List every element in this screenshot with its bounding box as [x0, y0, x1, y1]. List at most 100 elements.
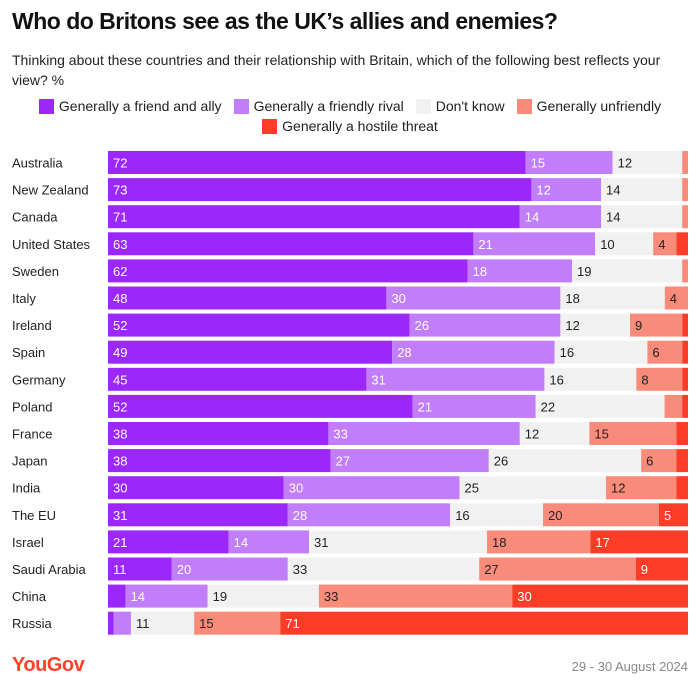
data-label: 18 — [565, 291, 579, 306]
bar-segment — [108, 611, 114, 635]
bar-segment — [682, 340, 688, 364]
bar-segment — [659, 503, 688, 527]
bar-segment — [682, 151, 688, 174]
bar-segment — [459, 476, 606, 500]
bar-segment — [207, 584, 319, 608]
category-label: Ireland — [12, 318, 52, 333]
data-label: 16 — [455, 508, 469, 523]
data-label: 45 — [113, 372, 127, 387]
bar-segment — [108, 530, 229, 554]
bar-segment — [519, 422, 590, 445]
bar-segment — [108, 476, 284, 500]
data-label: 28 — [293, 508, 307, 523]
data-label: 28 — [397, 345, 411, 360]
category-label: Saudi Arabia — [12, 562, 86, 577]
data-label: 8 — [641, 372, 648, 387]
bar-segment — [113, 611, 131, 635]
chart-subtitle: Thinking about these countries and their… — [12, 52, 661, 88]
data-label: 62 — [113, 264, 127, 279]
data-label: 12 — [565, 318, 579, 333]
bar-segment — [635, 557, 688, 581]
data-label: 30 — [289, 481, 303, 496]
legend: Generally a friend and ally Generally a … — [20, 98, 680, 134]
data-label: 12 — [618, 156, 632, 171]
data-label: 52 — [113, 399, 127, 414]
bar-segment — [636, 367, 683, 391]
bar-segment — [287, 557, 480, 581]
data-label: 11 — [136, 616, 150, 631]
bar-segment — [108, 205, 520, 229]
legend-item-rival: Generally a friendly rival — [233, 98, 404, 114]
bar-segment — [601, 178, 683, 202]
data-label: 31 — [371, 372, 385, 387]
data-label: 33 — [293, 562, 307, 577]
bar-segment — [108, 503, 288, 527]
category-label: United States — [12, 237, 91, 252]
bar-segment — [287, 503, 451, 527]
category-label: Sweden — [12, 264, 59, 279]
data-label: 18 — [492, 535, 506, 550]
bar-segment — [676, 476, 688, 500]
data-label: 4 — [658, 237, 665, 252]
bar-segment — [682, 313, 688, 337]
category-label: Israel — [12, 535, 44, 550]
data-label: 12 — [525, 427, 539, 442]
bar-segment — [682, 367, 688, 391]
category-label: Canada — [12, 210, 58, 225]
bar-segment — [572, 259, 683, 283]
bar-segment — [171, 557, 288, 581]
bar-segment — [664, 394, 683, 418]
legend-swatch — [516, 98, 532, 114]
legend-swatch — [262, 118, 278, 134]
data-label: 15 — [531, 156, 545, 171]
category-label: The EU — [12, 508, 56, 523]
data-label: 22 — [541, 399, 555, 414]
yougov-logo: YouGov — [12, 654, 85, 676]
legend-item-friend: Generally a friend and ally — [38, 98, 222, 114]
bar-segment — [108, 422, 329, 445]
data-label: 9 — [641, 562, 648, 577]
bar-segment — [108, 367, 367, 391]
bar-segment — [479, 557, 636, 581]
data-label: 4 — [670, 291, 677, 306]
data-label: 33 — [333, 427, 347, 442]
survey-date: 29 - 30 August 2024 — [571, 659, 688, 674]
bar-segment — [630, 313, 683, 337]
bar-segment — [647, 340, 683, 364]
category-label: Germany — [12, 372, 66, 387]
data-label: 33 — [324, 589, 338, 604]
data-label: 26 — [415, 318, 429, 333]
data-label: 38 — [113, 454, 127, 469]
category-label: Spain — [12, 345, 45, 360]
data-label: 12 — [536, 183, 550, 198]
bar-segment — [512, 584, 688, 608]
bar-segment — [531, 178, 601, 202]
data-label: 11 — [113, 562, 127, 577]
bar-segment — [108, 394, 413, 418]
bar-segment — [386, 286, 561, 310]
bar-segment — [488, 449, 642, 473]
data-label: 6 — [646, 454, 653, 469]
bar-segment — [308, 530, 488, 554]
bar-segment — [601, 205, 683, 229]
legend-label: Generally a hostile threat — [282, 118, 438, 134]
bar-segment — [525, 151, 613, 174]
bar-segment — [108, 151, 526, 174]
data-label: 14 — [525, 210, 539, 225]
bar-segment — [392, 340, 555, 364]
bar-segment — [676, 449, 688, 473]
bar-segment — [519, 205, 601, 229]
data-label: 20 — [177, 562, 191, 577]
bar-segment — [589, 422, 677, 445]
data-label: 63 — [113, 237, 127, 252]
bar-segment — [318, 584, 513, 608]
data-label: 48 — [113, 291, 127, 306]
data-label: 14 — [606, 183, 620, 198]
data-label: 18 — [473, 264, 487, 279]
data-label: 9 — [635, 318, 642, 333]
bar-segment — [125, 584, 208, 608]
data-label: 16 — [560, 345, 574, 360]
bar-segment — [467, 259, 572, 283]
stacked-bar-chart: Australia 72 15 12 New Zealand 73 12 14 Canada 71… — [12, 151, 688, 635]
bar-segment — [560, 286, 665, 310]
